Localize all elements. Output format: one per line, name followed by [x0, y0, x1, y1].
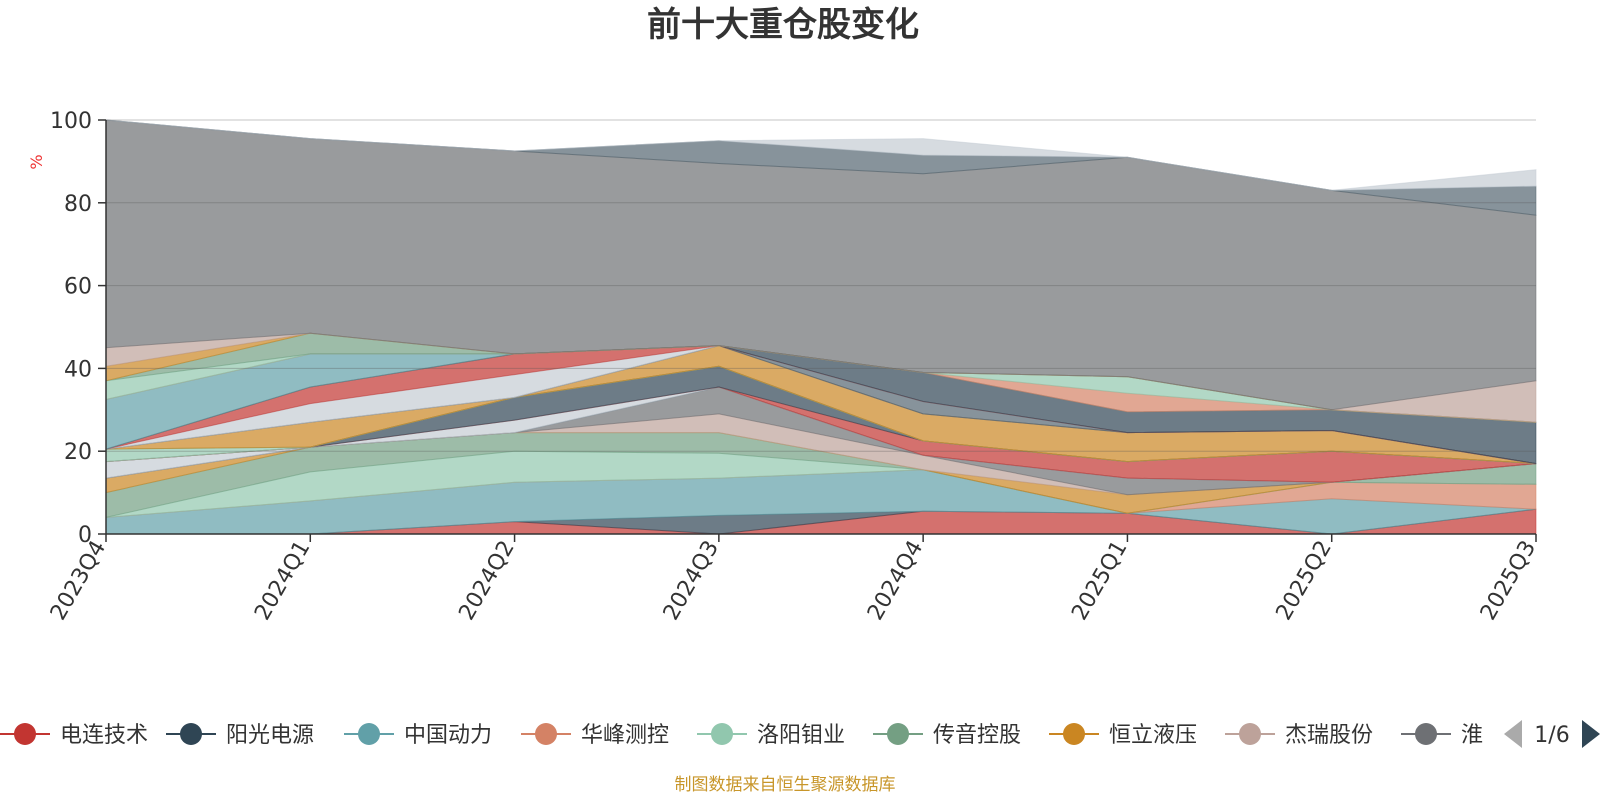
legend-item[interactable]: 中国动力	[344, 723, 492, 748]
legend-prev-icon[interactable]	[1504, 720, 1522, 748]
legend-marker	[180, 723, 202, 745]
legend-item[interactable]: 传音控股	[873, 723, 1021, 748]
legend-label: 洛阳钼业	[757, 723, 845, 748]
plot-area	[105, 119, 1537, 535]
legend-marker	[1239, 723, 1261, 745]
legend-label: 电连技术	[60, 723, 148, 748]
data-source-footer: 制图数据来自恒生聚源数据库	[675, 775, 896, 795]
legend-item[interactable]: 杰瑞股份	[1225, 723, 1373, 748]
x-tick-label: 2025Q2	[1272, 537, 1337, 625]
legend-label: 传音控股	[933, 723, 1021, 748]
legend-marker	[358, 723, 380, 745]
legend-marker	[1415, 723, 1437, 745]
legend-label: 中国动力	[404, 723, 492, 748]
y-tick-label: 100	[50, 109, 92, 134]
legend-item[interactable]: 阳光电源	[166, 723, 314, 748]
legend-label: 阳光电源	[226, 723, 314, 748]
x-tick-label: 2024Q1	[250, 537, 315, 625]
grid-lines	[106, 119, 1536, 452]
x-tick-label: 2024Q3	[659, 537, 724, 625]
legend-items: 电连技术 阳光电源 中国动力 华峰测控 洛阳钼业 传音控股 恒立液压 杰瑞股份 淮北矿业	[0, 723, 1549, 748]
x-tick-label: 2025Q1	[1067, 537, 1132, 625]
y-tick-label: 0	[78, 523, 92, 548]
legend-marker	[887, 723, 909, 745]
chart-title: 前十大重仓股变化	[647, 5, 919, 45]
legend-item[interactable]: 淮北矿业	[1401, 723, 1549, 748]
legend-page-indicator: 1/6	[1534, 723, 1569, 748]
legend-label: 淮北矿业	[1461, 723, 1549, 748]
legend-item[interactable]: 华峰测控	[521, 723, 669, 748]
legend-label: 杰瑞股份	[1285, 723, 1373, 748]
y-tick-label: 20	[64, 440, 92, 465]
y-tick-label: 80	[64, 192, 92, 217]
legend-label: 华峰测控	[581, 723, 669, 748]
y-tick-label: 40	[64, 357, 92, 382]
legend-marker	[535, 723, 557, 745]
legend-item[interactable]: 恒立液压	[1049, 723, 1197, 748]
legend-item[interactable]: 电连技术	[0, 723, 148, 748]
y-tick-label: 60	[64, 275, 92, 300]
x-tick-label: 2025Q3	[1476, 537, 1541, 625]
legend-item[interactable]: 洛阳钼业	[697, 723, 845, 748]
x-tick-label: 2024Q4	[863, 537, 928, 625]
area-series-32	[105, 119, 1537, 191]
x-tick-label: 2024Q2	[454, 537, 519, 625]
legend-marker	[1063, 723, 1085, 745]
legend-label: 恒立液压	[1109, 723, 1197, 748]
legend-next-icon[interactable]	[1582, 720, 1600, 748]
legend-marker	[711, 723, 733, 745]
legend-marker	[14, 723, 36, 745]
x-tick-label: 2023Q4	[46, 537, 111, 625]
y-axis-label: %	[27, 154, 46, 169]
